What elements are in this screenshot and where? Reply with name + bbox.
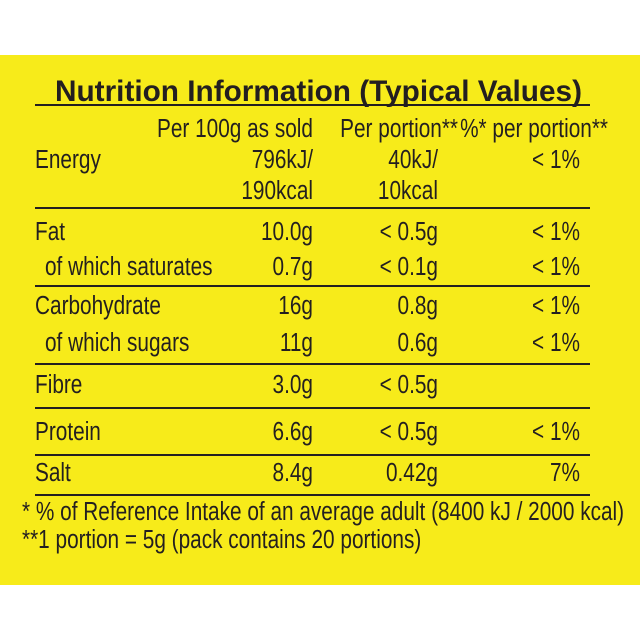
column-header: %* per portion**	[460, 114, 608, 143]
cell-value: 190kcal	[241, 176, 313, 205]
row-label-group: Protein	[35, 417, 101, 446]
cell-value-group: < 0.5g	[380, 217, 438, 246]
title: Nutrition Information (Typical Values)	[55, 75, 582, 108]
cell-value-group: < 1%	[532, 145, 580, 174]
row-label: Fat	[35, 217, 65, 246]
cell-value-group: < 1%	[532, 328, 580, 357]
cell-value: 0.7g	[273, 252, 313, 281]
column-header-group: Per portion**	[340, 114, 458, 143]
cell-value-group: 8.4g	[273, 458, 313, 487]
row-label-group: Fibre	[35, 370, 82, 399]
cell-value-group: < 0.5g	[380, 417, 438, 446]
cell-value-group: 796kJ/	[252, 145, 314, 174]
footnote: **1 portion = 5g (pack contains 20 porti…	[22, 525, 421, 554]
row-label-group: Energy	[35, 145, 101, 174]
column-header: Per 100g as sold	[157, 114, 313, 143]
cell-value-group: 6.6g	[273, 417, 313, 446]
cell-value-group: 0.6g	[398, 328, 438, 357]
cell-value-group: 3.0g	[273, 370, 313, 399]
cell-value-group: < 1%	[532, 417, 580, 446]
cell-value-group: 40kJ/	[388, 145, 438, 174]
row-label: Protein	[35, 417, 101, 446]
row-label: Energy	[35, 145, 101, 174]
row-label: of which sugars	[45, 328, 189, 357]
row-label-group: Fat	[35, 217, 65, 246]
cell-value: 16g	[278, 291, 313, 320]
row-label: Salt	[35, 458, 71, 487]
cell-value-group: 190kcal	[241, 176, 313, 205]
cell-value: < 1%	[532, 145, 580, 174]
cell-value-group: < 1%	[532, 252, 580, 281]
column-header-group: Per 100g as sold	[157, 114, 313, 143]
cell-value: < 1%	[532, 291, 580, 320]
cell-value-group: 10.0g	[261, 217, 313, 246]
cell-value-group: 0.7g	[273, 252, 313, 281]
row-label: Carbohydrate	[35, 291, 161, 320]
footnote: * % of Reference Intake of an average ad…	[22, 497, 624, 526]
cell-value: 3.0g	[273, 370, 313, 399]
row-label-group: Carbohydrate	[35, 291, 161, 320]
cell-value-group: 7%	[550, 458, 580, 487]
footnote-group: * % of Reference Intake of an average ad…	[22, 497, 624, 526]
cell-value-group: 0.42g	[386, 458, 438, 487]
row-label-group: Salt	[35, 458, 71, 487]
cell-value: 10kcal	[378, 176, 438, 205]
cell-value: < 0.5g	[380, 417, 438, 446]
cell-value: 8.4g	[273, 458, 313, 487]
cell-value: < 1%	[532, 417, 580, 446]
column-header: Per portion**	[340, 114, 458, 143]
cell-value: < 0.5g	[380, 217, 438, 246]
label-background	[0, 55, 640, 585]
cell-value: 10.0g	[261, 217, 313, 246]
row-label: Fibre	[35, 370, 82, 399]
cell-value-group: < 1%	[532, 217, 580, 246]
cell-value-group: 0.8g	[398, 291, 438, 320]
cell-value: < 0.5g	[380, 370, 438, 399]
cell-value: 7%	[550, 458, 580, 487]
cell-value: < 1%	[532, 328, 580, 357]
cell-value: < 0.1g	[380, 252, 438, 281]
cell-value: 0.6g	[398, 328, 438, 357]
footnote-group: **1 portion = 5g (pack contains 20 porti…	[22, 525, 421, 554]
cell-value: 11g	[280, 328, 313, 357]
cell-value: < 1%	[532, 217, 580, 246]
cell-value: 0.42g	[386, 458, 438, 487]
row-label-group: of which sugars	[45, 328, 189, 357]
cell-value-group: < 1%	[532, 291, 580, 320]
row-label: of which saturates	[45, 252, 213, 281]
row-label-group: of which saturates	[45, 252, 213, 281]
cell-value-group: 10kcal	[378, 176, 438, 205]
cell-value: 0.8g	[398, 291, 438, 320]
cell-value-group: < 0.5g	[380, 370, 438, 399]
cell-value: 40kJ/	[388, 145, 438, 174]
cell-value: 6.6g	[273, 417, 313, 446]
cell-value-group: 11g	[280, 328, 313, 357]
cell-value-group: 16g	[278, 291, 313, 320]
cell-value: < 1%	[532, 252, 580, 281]
column-header-group: %* per portion**	[460, 114, 608, 143]
cell-value: 796kJ/	[252, 145, 314, 174]
cell-value-group: < 0.1g	[380, 252, 438, 281]
